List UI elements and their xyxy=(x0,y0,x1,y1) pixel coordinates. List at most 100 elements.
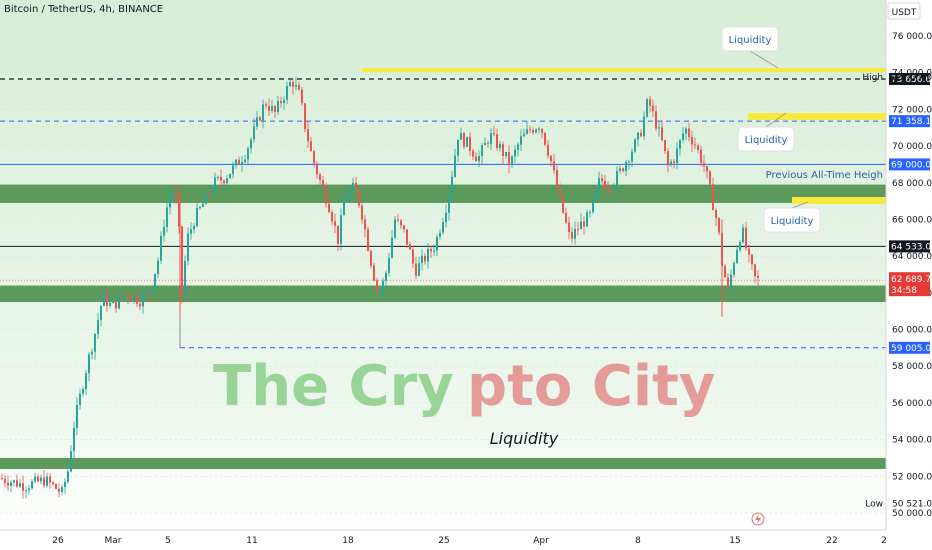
candle-body xyxy=(10,482,12,486)
candle-body xyxy=(676,148,678,164)
candle-body xyxy=(106,292,108,306)
candle-body xyxy=(727,277,729,288)
candle-body xyxy=(88,354,90,374)
currency-label[interactable]: USDT xyxy=(892,8,917,18)
y-tick-label: 70 000.00 xyxy=(892,142,932,152)
plot-background xyxy=(0,0,886,530)
candle-body xyxy=(205,193,207,205)
candle-body xyxy=(748,248,750,255)
candle-body xyxy=(274,106,276,112)
candle-body xyxy=(397,219,399,221)
candle-body xyxy=(655,111,657,129)
candle-body xyxy=(46,476,48,486)
candle-body xyxy=(22,483,24,491)
candle-body xyxy=(364,219,366,230)
candle-body xyxy=(718,218,720,233)
candle-body xyxy=(319,174,321,181)
candle-body xyxy=(559,187,561,196)
candle-body xyxy=(493,133,495,135)
candle-body xyxy=(724,266,726,278)
candle-body xyxy=(289,82,291,87)
candle-body xyxy=(682,133,684,140)
candle-body xyxy=(562,195,564,213)
liquidity-callout-low-pointer xyxy=(791,201,809,209)
candle-body xyxy=(385,272,387,281)
candle-body xyxy=(517,144,519,150)
candle-body xyxy=(133,295,135,301)
candle-body xyxy=(466,136,468,147)
candle-body xyxy=(292,82,294,87)
candle-body xyxy=(694,144,696,146)
zone-67500 xyxy=(0,184,886,203)
candle-body xyxy=(34,476,36,482)
current-price-label: 62 689.73 xyxy=(891,275,932,285)
candle-body xyxy=(109,303,111,306)
currency-box[interactable] xyxy=(887,2,921,20)
x-tick-label: 15 xyxy=(729,536,740,546)
candle-body xyxy=(379,290,381,292)
candle-body xyxy=(226,178,228,184)
candle-body xyxy=(622,168,624,172)
watermark-logo-part1: The Cry xyxy=(213,354,454,419)
chart-title: Bitcoin / TetherUS, 4h, BINANCE xyxy=(4,4,163,15)
y-tick-label: 64 000.00 xyxy=(892,252,932,262)
candle-body xyxy=(490,133,492,144)
current-price-tag xyxy=(889,272,930,297)
liquidity-callout-top-box[interactable] xyxy=(721,26,779,52)
liquidity-callout-low-box[interactable] xyxy=(763,207,821,233)
y-tick-label: 58 000.00 xyxy=(892,362,932,372)
liquidity-callout-top-label[interactable]: Liquidity xyxy=(729,35,772,46)
candle-body xyxy=(220,176,222,181)
y-tick-label: 60 000.00 xyxy=(892,326,932,336)
candle-body xyxy=(619,168,621,172)
zone-62000 xyxy=(0,285,886,303)
candle-body xyxy=(70,451,72,472)
candle-body xyxy=(523,133,525,137)
candle-body xyxy=(442,222,444,233)
candle-body xyxy=(604,180,606,188)
candle-body xyxy=(454,155,456,177)
candle-body xyxy=(304,103,306,130)
candle-body xyxy=(640,132,642,137)
candle-body xyxy=(742,227,744,243)
candle-body xyxy=(652,105,654,112)
liquidity-callout-low-label[interactable]: Liquidity xyxy=(771,216,814,227)
candle-body xyxy=(667,151,669,166)
candle-body xyxy=(400,220,402,226)
liquidity-bar-low xyxy=(792,197,886,204)
liquidity-callout-mid-box[interactable] xyxy=(737,126,795,152)
liquidity-callout-mid-label[interactable]: Liquidity xyxy=(745,135,788,146)
x-tick-label: 11 xyxy=(246,536,257,546)
candle-body xyxy=(61,486,63,492)
y-tick-label: 68 000.00 xyxy=(892,179,932,189)
candle-body xyxy=(646,99,648,117)
candle-body xyxy=(202,204,204,208)
candle-body xyxy=(208,193,210,196)
candle-body xyxy=(244,159,246,163)
candle-body xyxy=(271,106,273,111)
candle-body xyxy=(55,484,57,489)
candle-body xyxy=(28,488,30,491)
candle-body xyxy=(631,151,633,162)
candle-body xyxy=(193,226,195,230)
candle-body xyxy=(685,128,687,134)
high-value: 73 777.00 xyxy=(892,73,932,83)
candle-body xyxy=(73,427,75,452)
candle-body xyxy=(31,481,33,489)
candle-body xyxy=(130,297,132,301)
candle-body xyxy=(625,162,627,172)
candle-body xyxy=(403,225,405,230)
candle-body xyxy=(211,191,213,196)
candle-body xyxy=(673,161,675,164)
candle-body xyxy=(94,333,96,352)
y-tick-label: 76 000.00 xyxy=(892,32,932,42)
time-axis-panel[interactable] xyxy=(0,530,886,550)
candle-body xyxy=(253,126,255,140)
candle-body xyxy=(643,116,645,137)
candle-body xyxy=(91,351,93,355)
candle-body xyxy=(427,248,429,262)
candle-body xyxy=(565,212,567,223)
x-tick-label: 22 xyxy=(826,536,837,546)
